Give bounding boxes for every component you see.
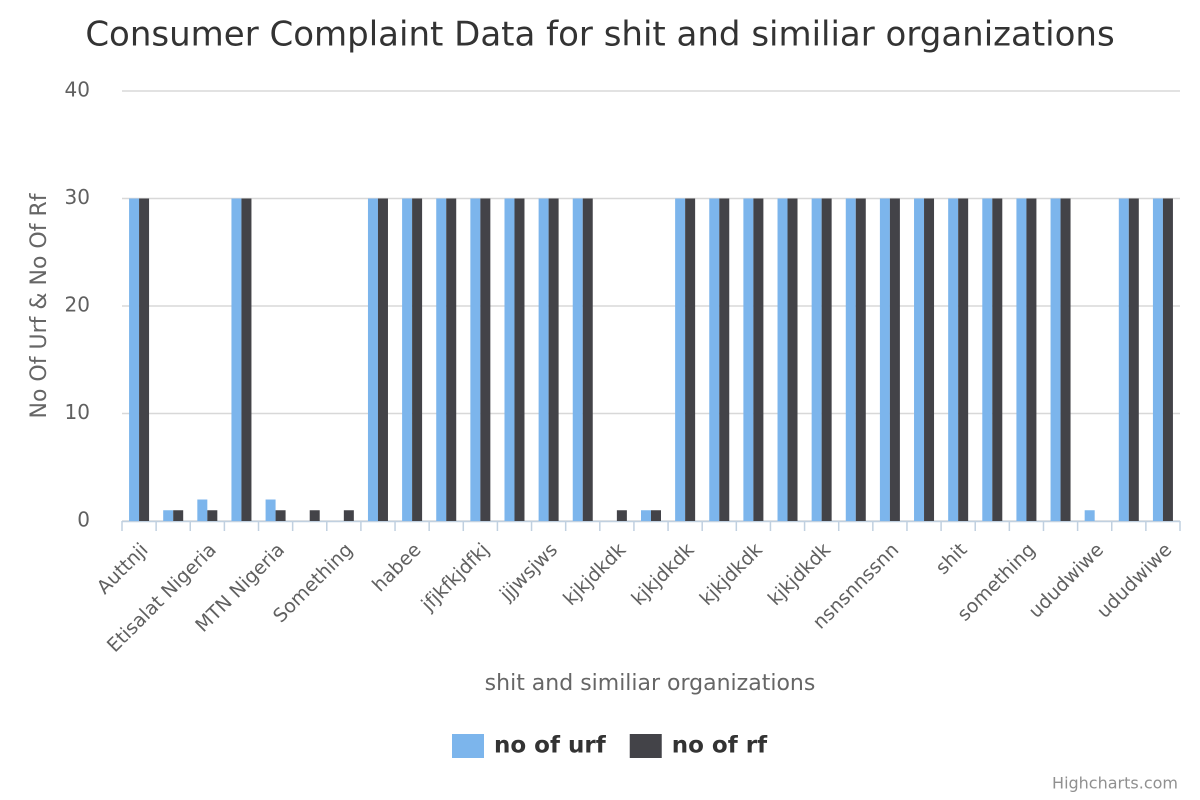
legend-label: no of rf xyxy=(672,733,768,759)
x-tick-label: kjkjdkdk xyxy=(559,539,630,610)
bar xyxy=(924,198,935,521)
bar xyxy=(129,198,140,521)
bar xyxy=(265,499,276,521)
bar xyxy=(231,198,242,521)
bar xyxy=(139,198,150,521)
x-tick-label: ududwiwe xyxy=(1093,539,1177,623)
bar xyxy=(1162,198,1173,521)
bar xyxy=(1016,198,1027,521)
bar xyxy=(777,198,788,521)
bar xyxy=(538,198,549,521)
bar xyxy=(377,198,388,521)
bar xyxy=(982,198,993,521)
bar xyxy=(685,198,696,521)
x-tick-label: jjjwsjws xyxy=(495,539,562,606)
chart-title: Consumer Complaint Data for shit and sim… xyxy=(85,15,1114,55)
bar xyxy=(173,510,184,521)
bar xyxy=(241,198,252,521)
bar xyxy=(514,198,525,521)
y-tick-label: 10 xyxy=(65,400,90,424)
bar xyxy=(616,510,627,521)
bar xyxy=(753,198,764,521)
bar xyxy=(992,198,1003,521)
bar xyxy=(582,198,593,521)
y-tick-label: 20 xyxy=(65,293,90,317)
y-tick-label: 0 xyxy=(77,508,90,532)
bar xyxy=(402,198,413,521)
bar xyxy=(855,198,866,521)
bar xyxy=(412,198,423,521)
credits[interactable]: Highcharts.com xyxy=(1052,774,1178,793)
x-axis-title: shit and similiar organizations xyxy=(485,671,816,696)
bar xyxy=(743,198,754,521)
bar xyxy=(163,510,174,521)
bar xyxy=(207,510,218,521)
bar xyxy=(889,198,900,521)
x-tick-label: jfjkfkjdfkj xyxy=(417,539,494,616)
bar xyxy=(719,198,730,521)
bar xyxy=(787,198,798,521)
bar xyxy=(480,198,491,521)
bar xyxy=(367,198,378,521)
legend-swatch xyxy=(452,734,484,758)
bar xyxy=(914,198,925,521)
bar xyxy=(1084,510,1095,521)
bar xyxy=(1060,198,1071,521)
bar xyxy=(197,499,208,521)
bar xyxy=(879,198,890,521)
bar xyxy=(651,510,661,521)
bar xyxy=(811,198,822,521)
bar xyxy=(1050,198,1061,521)
bar xyxy=(446,198,457,521)
bar xyxy=(821,198,832,521)
y-axis-title: No Of Urf & No Of Rf xyxy=(27,192,52,418)
bar xyxy=(572,198,583,521)
legend-label: no of urf xyxy=(494,733,607,759)
x-tick-label: kjkjdkdk xyxy=(627,539,698,610)
bar xyxy=(845,198,856,521)
bar xyxy=(1128,198,1139,521)
x-tick-label: shit xyxy=(932,539,972,579)
bar xyxy=(548,198,559,521)
bar xyxy=(343,510,354,521)
bar xyxy=(470,198,481,521)
bar xyxy=(1026,198,1037,521)
x-tick-label: kjkjdkdk xyxy=(696,539,767,610)
bar xyxy=(709,198,720,521)
bar xyxy=(309,510,320,521)
bar xyxy=(436,198,447,521)
y-tick-label: 40 xyxy=(65,78,90,102)
bar xyxy=(504,198,515,521)
bar xyxy=(641,510,651,521)
legend-swatch xyxy=(629,734,662,758)
bar xyxy=(275,510,286,521)
bar xyxy=(958,198,969,521)
bar xyxy=(1118,198,1129,521)
bar xyxy=(675,198,686,521)
x-tick-label: Auttnji xyxy=(93,539,153,599)
x-tick-label: kjkjdkdk xyxy=(764,539,835,610)
bar xyxy=(1152,198,1163,521)
y-tick-label: 30 xyxy=(65,185,90,209)
bar xyxy=(948,198,959,521)
x-tick-label: habee xyxy=(368,539,425,596)
